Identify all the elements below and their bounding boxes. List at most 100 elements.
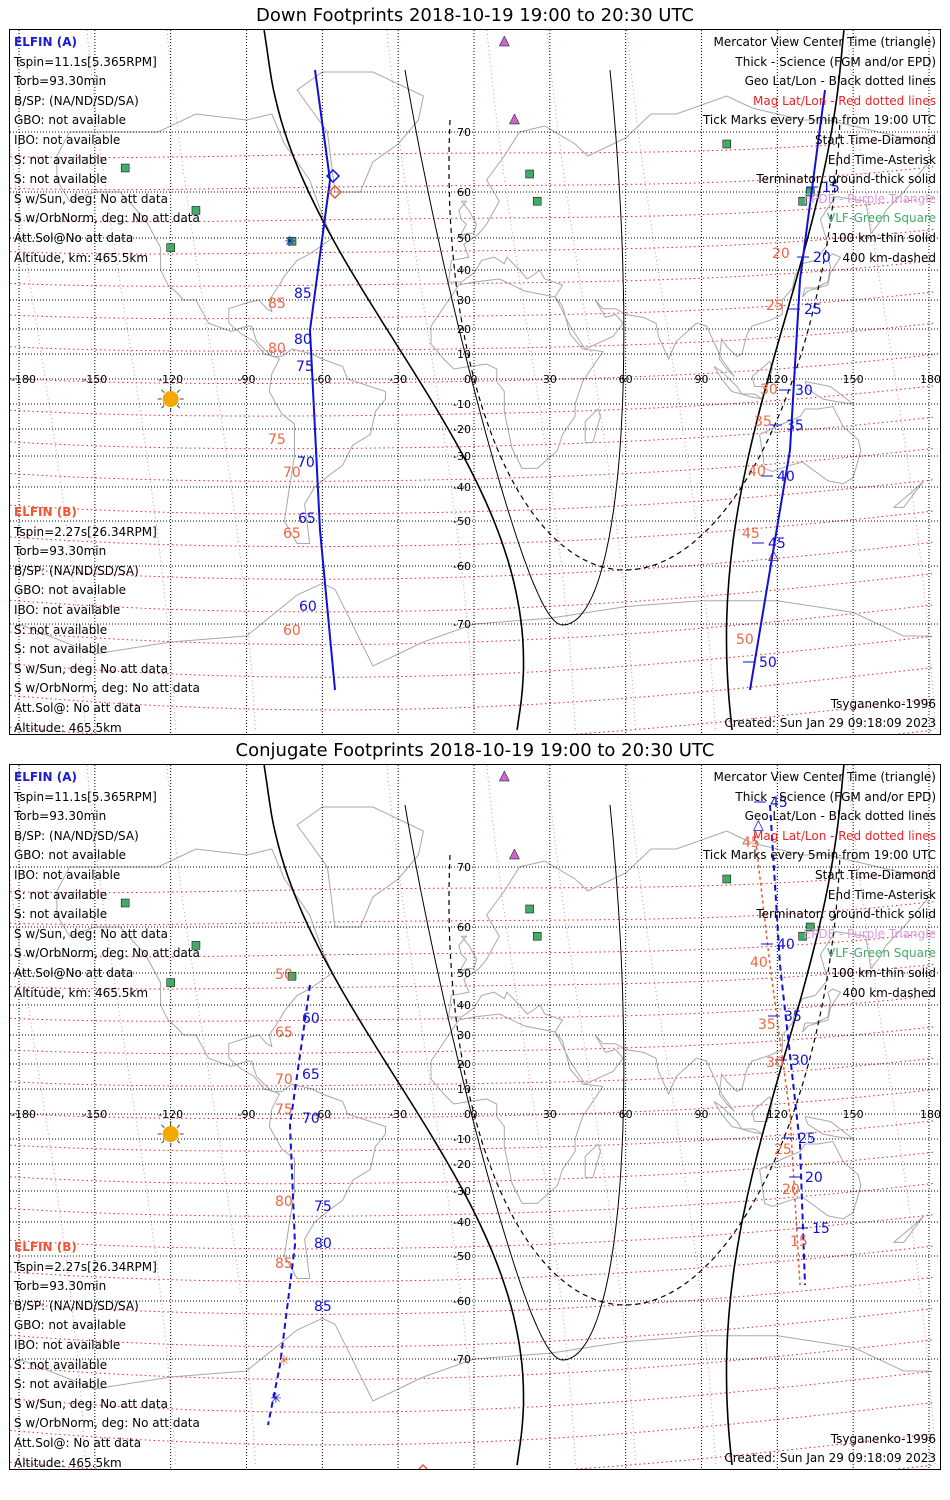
terminator-west [263,30,525,731]
elfin-b-west-time-label: 65 [275,1025,293,1041]
center-time-triangle-icon: △ [768,547,779,563]
coastline [741,1128,763,1135]
sun-ray [161,1124,165,1128]
coastline [18,1317,929,1402]
mag-lat-line [10,1026,935,1055]
legend-line: EPDE - Purple Triangle [803,191,936,206]
elfin-b-west-time-label: 85 [275,1256,293,1272]
elfin-b-info-line: GBO: not available [14,1318,127,1333]
mag-lon-line [166,30,256,731]
lat-tick-label: -60 [453,1295,471,1308]
legend-line: Terminator: ground-thick solid [756,172,936,187]
elfin-b-info-line: Tspin=2.27s[26.34RPM] [14,524,157,539]
mag-lat-line [10,541,935,580]
vlf-station-marker [166,243,175,252]
elfin-b-west-time-label: 75 [275,1102,293,1118]
start-diamond-icon [327,184,343,200]
lon-tick-label: 30 [543,1108,557,1121]
elfin-a-info-line: S w/OrbNorm, deg: No att data [14,946,200,961]
coastline [584,1143,601,1178]
elfin-a-west-time-label: 70 [302,1111,320,1127]
elfin-a-time-label: 50 [759,655,777,671]
mag-lat-line [10,901,935,926]
legend-line: Mercator View Center Time (triangle) [713,35,936,49]
lon-tick-label: 150 [843,1108,864,1121]
lon-tick-label: -150 [82,373,107,386]
legend-line: VLF-Green Square [827,211,936,226]
mag-lat-line [10,1370,935,1413]
start-diamond-icon [325,168,341,184]
map-legend: Mercator View Center Time (triangle) Thic… [703,33,936,268]
elfin-b-west-time-label: 80 [275,1194,293,1210]
vlf-station-marker [287,236,297,246]
legend-line: Thick - Science (FGM and/or EPD) [735,54,936,69]
lat-tick-label: -40 [453,1216,471,1229]
footprint-boundary-400km [448,119,841,571]
lat-tick-label: 60 [457,186,471,199]
lon-tick-label: -30 [389,373,407,386]
elfin-b-time-label: 15 [790,1234,808,1250]
sun-ray [176,1140,181,1144]
lon-tick-label: -180 [11,1108,36,1121]
lat-tick-label: 0 [464,1108,471,1121]
lon-tick-label: 120 [767,1108,788,1121]
coastline [56,848,386,1279]
elfin-a-info-line: IBO: not available [14,132,121,147]
coastlines [18,806,930,1402]
elfin-a-west-time-label: 80 [294,332,312,348]
mag-lat-line [10,1402,935,1446]
epde-station-marker [509,113,520,125]
elfin-b-info-line: S: not available [14,622,108,637]
sun-ray [161,389,165,393]
elfin-b-info: ELFIN (B) Tspin=2.27s[26.34RPM] Torb=93.30… [14,1238,200,1469]
lon-tick-label: 90 [695,1108,709,1121]
elfin-b-time-label: 45 [742,835,760,851]
elfin-a-info-line: Tspin=11.1s[5.365RPM] [14,54,157,69]
coastline [458,935,478,974]
sun-ray [161,1140,165,1144]
elfin-a-west-time-label: 70 [297,455,315,471]
legend-line: Terminator: ground-thick solid [756,907,936,922]
elfin-b-info-line: S: not available [14,1357,108,1372]
elfin-a-info-line: B/SP: (NA/ND/SD/SA) [14,828,139,843]
mag-lon-line [486,30,576,731]
coastline [804,381,856,405]
sun-icon [157,386,184,412]
elfin-a-header: ELFIN (A) [14,35,77,49]
lat-tick-label: 20 [457,323,471,336]
sun-ray [176,389,181,393]
legend-line: 400 km-dashed [842,250,936,265]
lon-tick-label: -120 [158,1108,183,1121]
sun-disk [162,1126,179,1142]
mag-lat-line [10,291,935,320]
elfin-a-time-label: 15 [822,180,840,196]
legend-line: 400 km-dashed [842,985,936,1000]
elfin-b-info-line: IBO: not available [14,1337,121,1352]
mag-lon-line [166,765,256,1466]
sun-ray [176,405,181,409]
vlf-station-marker [722,874,732,884]
elfin-b-info-line: Att.Sol@: No att data [14,1435,142,1450]
track-labels: 15 20 25 30 35 40 45 50 20 25 30 35 40 45 50 85 80 75 70 65… [268,180,840,671]
elfin-b-info-line: S w/OrbNorm, deg: No att data [14,681,200,696]
elfin-a-time-label: 20 [813,250,831,266]
elfin-b-time-label: 30 [760,382,778,398]
map-legend: Mercator View Center Time (triangle) Thic… [703,768,936,1003]
conjugate-footprints-map-panel: -180 -150 -120 -90 -60 -30 0 30 60 90 120 150 180 70 6… [9,764,941,1470]
elfin-a-west-track [267,984,311,1426]
elfin-a-info-line: S w/OrbNorm, deg: No att data [14,211,200,226]
lat-tick-label: 0 [464,373,471,386]
lat-tick-label: 10 [457,348,471,361]
lat-tick-label: 40 [457,999,471,1012]
elfin-a-info-line: GBO: not available [14,113,127,128]
mag-lat-line [10,869,935,894]
elfin-a-west-time-label: 80 [314,1236,332,1252]
mag-lon-line [486,765,576,1466]
lat-tick-label: 10 [457,1083,471,1096]
legend-line: Mag Lat/Lon - Red dotted lines [752,93,936,108]
start-diamond-icon [417,1463,429,1469]
epde-station-marker [498,35,510,47]
sun-icon [157,1121,184,1147]
lon-tick-label: 30 [543,373,557,386]
mag-lat-line [10,479,935,515]
